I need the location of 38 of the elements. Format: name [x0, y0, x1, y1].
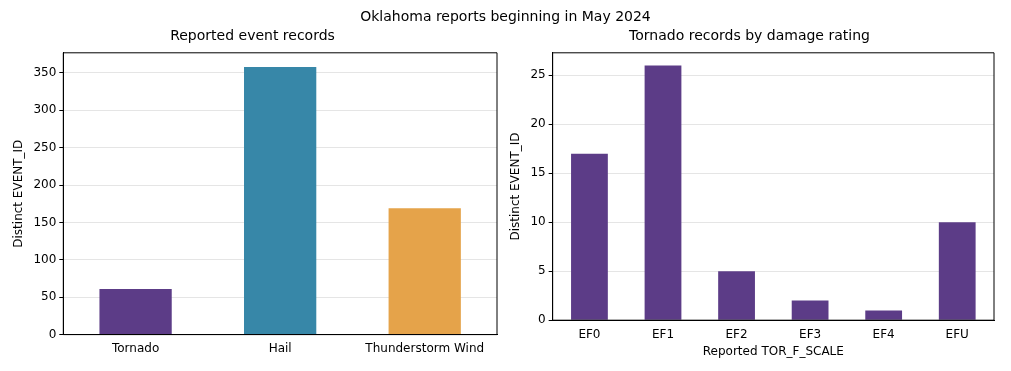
bar [99, 289, 172, 335]
y-tick-label: 5 [538, 263, 546, 278]
y-tick-label: 20 [530, 116, 546, 131]
bar [938, 222, 976, 320]
y-tick-label: 250 [33, 139, 57, 154]
y-tick-label: 0 [48, 326, 57, 341]
bar [791, 300, 829, 320]
y-tick-label: 25 [530, 67, 546, 82]
y-tick-label: 350 [33, 65, 57, 80]
y-tick-label: 300 [33, 102, 57, 117]
y-axis-title: Distinct EVENT_ID [11, 139, 26, 248]
bar [865, 310, 903, 320]
y-tick-label: 10 [530, 214, 546, 229]
x-tick-label: EF0 [578, 326, 601, 341]
x-tick-label: EF1 [651, 326, 675, 341]
chart-title: Tornado records by damage rating [628, 27, 870, 44]
x-tick-label: Tornado [110, 340, 160, 355]
y-tick-label: 0 [538, 312, 546, 327]
x-tick-label: EF3 [799, 326, 822, 341]
bar [644, 65, 682, 320]
y-tick-label: 150 [33, 214, 57, 229]
bar [718, 271, 755, 320]
x-tick-label: Thunderstorm Wind [364, 340, 485, 355]
x-tick-label: EF4 [872, 326, 895, 341]
y-tick-label: 200 [33, 177, 57, 192]
x-tick-label: EF2 [725, 326, 748, 341]
y-tick-label: 100 [33, 251, 57, 266]
chart-title: Reported event records [170, 27, 335, 44]
y-axis-title: Distinct EVENT_ID [508, 132, 523, 241]
y-tick-label: 15 [530, 165, 546, 180]
x-axis-title: Reported TOR_F_SCALE [702, 343, 844, 358]
text: Oklahoma reports beginning in May 2024 [359, 8, 652, 24]
x-tick-label: Hail [268, 340, 292, 355]
bar [244, 67, 317, 335]
y-tick-label: 50 [41, 289, 57, 304]
bar [571, 153, 608, 320]
x-tick-label: EFU [945, 326, 969, 341]
bar [388, 208, 461, 335]
